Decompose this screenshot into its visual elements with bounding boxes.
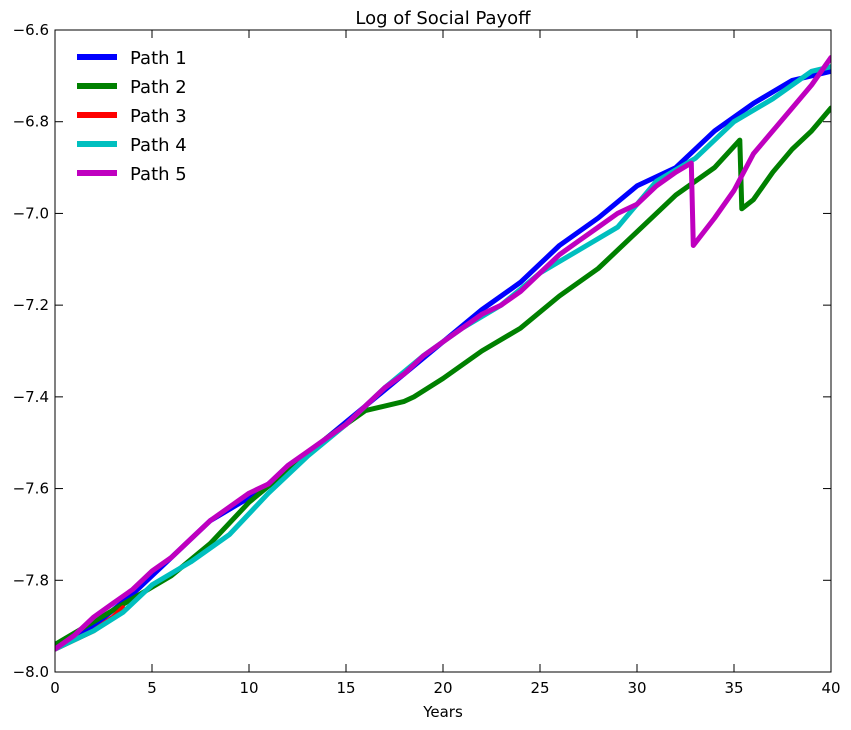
x-tick-label: 10 (239, 679, 258, 697)
y-tick-label: −6.8 (13, 113, 49, 131)
series-line-path-2 (55, 105, 831, 647)
series-layer (55, 55, 831, 652)
y-tick-label: −7.0 (13, 204, 49, 222)
legend-label-path-3: Path 3 (130, 106, 187, 127)
legend-label-path-5: Path 5 (130, 164, 187, 185)
axis-ticks: 0 5 10 15 20 25 30 35 40 −8.0 −7.8 −7.6 −7.4 −7.2 −7.0… (13, 21, 841, 697)
y-tick-label: −7.8 (13, 571, 49, 589)
chart-title: Log of Social Payoff (355, 8, 531, 29)
y-tick-label: −7.2 (13, 296, 49, 314)
x-tick-label: 20 (433, 679, 452, 697)
legend: Path 1 Path 2 Path 3 Path 4 Path 5 (77, 48, 187, 185)
legend-label-path-1: Path 1 (130, 48, 187, 69)
series-line-path-5 (55, 55, 831, 652)
y-tick-label: −7.6 (13, 480, 49, 498)
x-tick-label: 35 (724, 679, 743, 697)
x-tick-label: 0 (50, 679, 60, 697)
legend-label-path-2: Path 2 (130, 77, 187, 98)
x-axis-label: Years (422, 703, 463, 721)
x-tick-label: 5 (147, 679, 157, 697)
x-tick-label: 25 (530, 679, 549, 697)
y-tick-label: −6.6 (13, 21, 49, 39)
x-tick-label: 15 (336, 679, 355, 697)
series-line-path-1 (55, 68, 831, 652)
y-tick-label: −8.0 (13, 663, 49, 681)
x-tick-label: 30 (627, 679, 646, 697)
legend-label-path-4: Path 4 (130, 135, 187, 156)
y-tick-label: −7.4 (13, 388, 49, 406)
plot-area (54, 29, 832, 673)
x-tick-label: 40 (821, 679, 840, 697)
